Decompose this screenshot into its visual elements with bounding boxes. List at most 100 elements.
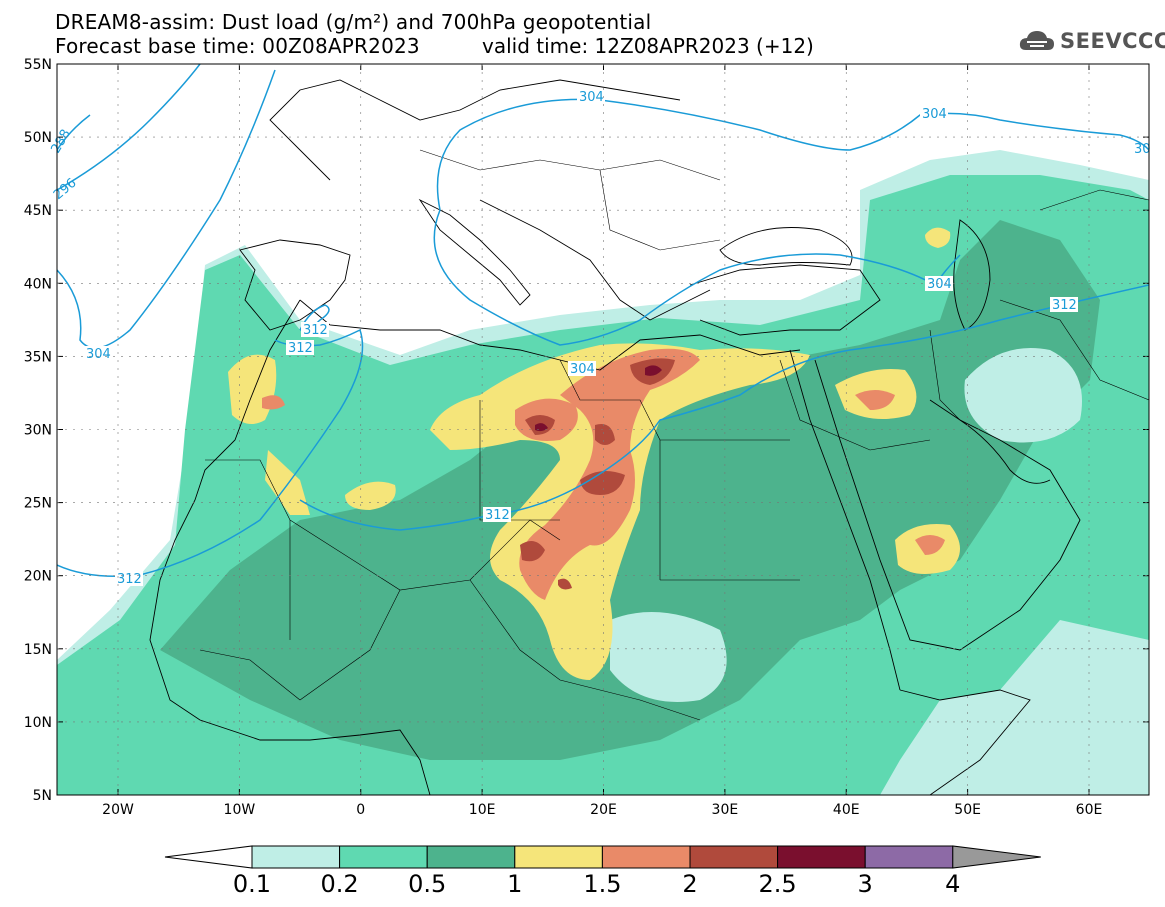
coastline-turkey xyxy=(689,264,881,336)
lat-label: 5N xyxy=(33,788,52,804)
seevccc-logo: SEEVCCC xyxy=(1018,26,1165,56)
coastline-iberia xyxy=(239,239,351,331)
gridlines xyxy=(57,64,1149,795)
colorbar-swatch xyxy=(426,845,516,869)
colorbar-label: 2 xyxy=(682,870,697,898)
lat-label: 40N xyxy=(24,276,52,292)
colorbar-low-arrow xyxy=(164,845,253,869)
border xyxy=(999,299,1149,401)
coastline-europe-north xyxy=(269,79,681,181)
lat-label: 15N xyxy=(24,642,52,658)
border xyxy=(779,359,931,451)
lat-label: 20N xyxy=(24,569,52,585)
dust-region-light-patch xyxy=(964,348,1082,443)
dust-region-2.5 xyxy=(645,365,662,376)
colorbar-swatch xyxy=(864,845,954,869)
contour-label: 312 xyxy=(303,323,328,338)
colorbar-label: 3 xyxy=(858,870,873,898)
contour-label: 30 xyxy=(1134,142,1151,157)
contour-304-central xyxy=(436,98,1149,211)
lat-label: 50N xyxy=(24,130,52,146)
colorbar-label: 0.5 xyxy=(408,870,446,898)
coastline-black-sea xyxy=(719,227,853,266)
contour-label: 312 xyxy=(288,341,313,356)
border xyxy=(419,149,721,181)
contour-label: 304 xyxy=(86,347,111,362)
coastline-caspian xyxy=(953,219,991,331)
border xyxy=(199,649,301,701)
colorbar-label: 1.5 xyxy=(583,870,621,898)
lon-label: 10E xyxy=(469,802,496,818)
colorbar-swatch xyxy=(601,845,691,869)
dust-region-1.0 xyxy=(925,227,951,248)
coastline-west-africa xyxy=(149,299,431,795)
colorbar-swatch xyxy=(514,845,603,869)
colorbar-swatch xyxy=(339,845,428,869)
border xyxy=(299,589,401,701)
lon-label: 30E xyxy=(712,802,739,818)
lat-label: 45N xyxy=(24,203,52,219)
colorbar-label: 0.2 xyxy=(321,870,359,898)
title-line-2: Forecast base time: 00Z08APR2023 xyxy=(55,34,420,58)
dust-region-1.0 xyxy=(265,450,310,515)
coastlines xyxy=(149,79,1081,795)
dust-region-1.0 xyxy=(345,481,396,510)
contour-label: 304 xyxy=(927,277,952,292)
title-line-1: DREAM8-assim: Dust load (g/m²) and 700hP… xyxy=(55,10,652,34)
dust-region-2.5 xyxy=(535,423,548,432)
lon-label: 10W xyxy=(224,802,256,818)
coastline-horn xyxy=(899,689,1031,795)
contour-label: 312 xyxy=(117,572,142,587)
dust-region-2.0 xyxy=(558,578,572,590)
dust-region-light-patch xyxy=(610,612,727,702)
lat-label: 10N xyxy=(24,715,52,731)
valid-time: valid time: 12Z08APR2023 (+12) xyxy=(482,34,814,58)
colorbar-label: 1 xyxy=(507,870,522,898)
lat-label: 30N xyxy=(24,423,52,439)
lat-label: 35N xyxy=(24,349,52,365)
coastline-arabia xyxy=(814,359,1081,651)
colorbar-swatch xyxy=(777,845,866,869)
colorbar-high-arrow xyxy=(952,845,1041,869)
borders xyxy=(199,149,1149,721)
border xyxy=(559,359,661,580)
lon-label: 20E xyxy=(590,802,617,818)
colorbar-label: 2.5 xyxy=(759,870,797,898)
coastline-red-sea xyxy=(789,349,901,691)
border xyxy=(479,400,560,521)
colorbar-label: 0.1 xyxy=(233,870,271,898)
contour-label: 304 xyxy=(570,362,595,377)
contour-296 xyxy=(57,64,201,191)
contour-label: 304 xyxy=(922,107,947,122)
border xyxy=(205,459,291,640)
contour-label: 312 xyxy=(485,508,510,523)
lat-label: 25N xyxy=(24,496,52,512)
lon-label: 0 xyxy=(356,802,365,818)
lon-label: 60E xyxy=(1076,802,1103,818)
dust-region-1.5 xyxy=(262,395,285,410)
contour-label: 304 xyxy=(579,90,604,105)
coastline-persian-gulf xyxy=(959,419,1051,484)
dust-region-1.5 xyxy=(855,390,895,410)
dust-region-2.0 xyxy=(580,471,625,495)
lon-label: 20W xyxy=(102,802,134,818)
contour-288 xyxy=(57,114,91,151)
lon-label: 40E xyxy=(833,802,860,818)
coastline-italy xyxy=(418,198,531,306)
contour-label: 312 xyxy=(1052,298,1077,313)
coastline-north-africa xyxy=(299,299,801,371)
border xyxy=(929,329,961,421)
border xyxy=(469,579,701,721)
border xyxy=(1039,189,1149,211)
cloud-icon xyxy=(1019,31,1054,50)
colorbar-label: 4 xyxy=(945,870,960,898)
lon-label: 50E xyxy=(954,802,981,818)
latitude-axis: 55N 50N 45N 40N 35N 30N 25N 20N 15N 10N 5N xyxy=(24,57,1149,804)
colorbar: 0.1 0.2 0.5 1 1.5 2 2.5 3 4 xyxy=(164,845,1041,898)
lat-label: 55N xyxy=(24,57,52,73)
dust-region-1.5 xyxy=(915,535,945,555)
contour-304-med xyxy=(433,209,961,346)
contour-312-central xyxy=(299,284,1149,531)
coastline-balkans xyxy=(479,199,711,321)
